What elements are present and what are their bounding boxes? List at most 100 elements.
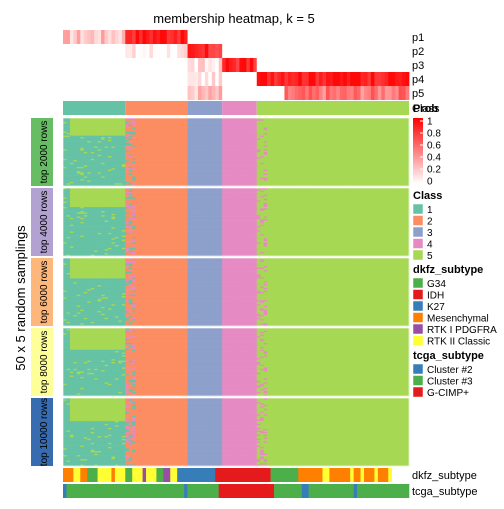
membership-cell [139,86,143,100]
membership-cell [101,44,105,58]
membership-cell [253,86,257,100]
membership-cell [243,30,247,44]
membership-cell [170,44,174,58]
membership-cell [122,30,126,44]
membership-cell [367,30,371,44]
membership-cell [257,30,261,44]
membership-cell [367,44,371,58]
membership-cell [212,44,216,58]
membership-cell [136,44,140,58]
membership-cell [174,72,178,86]
membership-cell [399,44,403,58]
membership-cell [170,58,174,72]
membership-cell [246,86,250,100]
membership-cell [150,72,154,86]
membership-row-label: p2 [412,46,424,58]
membership-cell [298,44,302,58]
membership-cell [281,30,285,44]
membership-cell [402,72,406,86]
membership-cell [208,86,212,100]
membership-cell [184,58,188,72]
membership-cell [118,30,122,44]
class-segment [257,101,409,115]
membership-cell [257,58,261,72]
membership-cell [226,86,230,100]
membership-cell [188,86,192,100]
class-segment [125,101,187,115]
membership-cell [333,58,337,72]
membership-cell [278,72,282,86]
membership-cell [77,72,81,86]
membership-cell [115,58,119,72]
membership-cell [302,86,306,100]
membership-cell [264,44,268,58]
membership-cell [316,58,320,72]
membership-cell [236,72,240,86]
membership-cell [392,44,396,58]
membership-cell [274,58,278,72]
membership-cell [125,72,129,86]
membership-cell [80,58,84,72]
membership-cell [329,86,333,100]
membership-cell [194,44,198,58]
membership-cell [201,30,205,44]
membership-cell [329,72,333,86]
membership-cell [298,72,302,86]
membership-cell [364,86,368,100]
membership-cell [333,86,337,100]
membership-cell [91,30,95,44]
membership-cell [329,30,333,44]
membership-cell [219,30,223,44]
membership-cell [264,30,268,44]
membership-cell [143,30,147,44]
membership-cell [309,72,313,86]
membership-cell [132,86,136,100]
membership-cell [184,72,188,86]
membership-cell [122,58,126,72]
membership-cell [354,58,358,72]
membership-cell [70,72,74,86]
membership-cell [392,72,396,86]
membership-cell [326,30,330,44]
membership-cell [146,72,150,86]
membership-cell [323,44,327,58]
membership-cell [66,58,70,72]
membership-cell [388,86,392,100]
membership-cell [94,30,98,44]
membership-cell [385,30,389,44]
membership-cell [170,72,174,86]
membership-cell [132,72,136,86]
membership-cell [260,30,264,44]
membership-cell [91,44,95,58]
membership-cell [233,44,237,58]
membership-cell [367,58,371,72]
membership-cell [385,58,389,72]
membership-cell [336,72,340,86]
membership-cell [267,86,271,100]
membership-cell [350,86,354,100]
membership-cell [66,30,70,44]
membership-cell [181,58,185,72]
membership-cell [371,86,375,100]
membership-cell [364,72,368,86]
membership-cell [312,58,316,72]
membership-cell [243,86,247,100]
membership-cell [388,72,392,86]
membership-cell [406,86,410,100]
membership-row-label: p5 [412,88,424,100]
membership-cell [177,58,181,72]
membership-cell [98,30,102,44]
membership-cell [381,72,385,86]
membership-row-label: p3 [412,60,424,72]
membership-cell [243,44,247,58]
membership-cell [284,44,288,58]
membership-cell [222,58,226,72]
membership-cell [361,58,365,72]
membership-cell [347,72,351,86]
membership-cell [267,44,271,58]
membership-cell [271,30,275,44]
membership-cell [395,86,399,100]
membership-cell [340,58,344,72]
membership-cell [115,72,119,86]
membership-cell [319,86,323,100]
